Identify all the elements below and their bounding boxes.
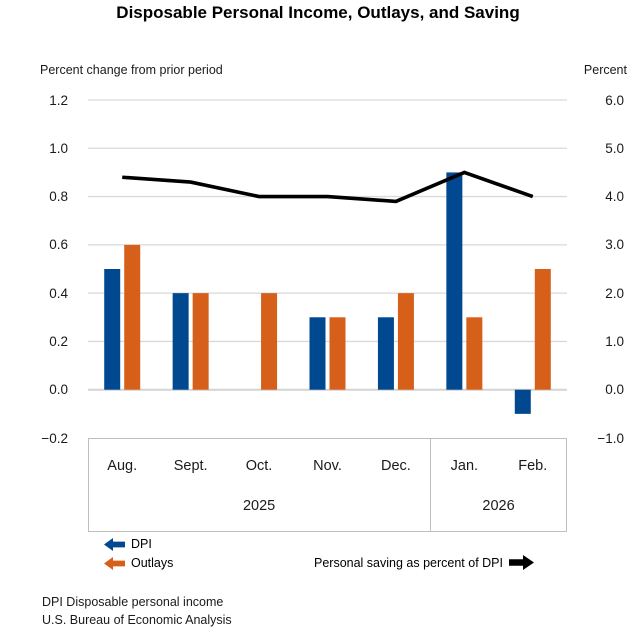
dpi-left-arrow-icon [104,537,125,551]
bar-dpi-jan [446,172,463,390]
legend-item-dpi: DPI [104,537,173,551]
legend-label-outlays: Outlays [131,556,174,570]
year-label-2026: 2026 [482,498,515,514]
right-axis-tick: 5.0 [605,140,624,156]
legend-item-outlays: Outlays [104,556,173,570]
saving-line [122,170,534,204]
bar-dpi-sept [172,293,189,390]
right-axis-tick: 3.0 [605,237,624,253]
bar-dpi-dec [377,317,394,390]
x-axis-label-box [88,438,567,532]
left-axis-tick: 0.8 [49,189,68,205]
month-label-nov: Nov. [313,458,342,474]
outlays-left-arrow-icon [104,556,125,570]
left-axis-tick: 1.2 [49,92,68,108]
left-axis-tick: 1.0 [49,140,68,156]
left-axis-tick: 0.0 [49,382,68,398]
month-label-feb: Feb. [518,458,548,474]
bar-outlays-dec [397,293,414,390]
bar-outlays-sept [192,293,209,390]
line-legend: Personal saving as percent of DPI [314,555,534,570]
right-axis-tick: 4.0 [605,189,624,205]
footnotes: DPI Disposable personal income U.S. Bure… [42,593,232,629]
footnote-source: U.S. Bureau of Economic Analysis [42,613,232,628]
legend-label-dpi: DPI [131,537,152,551]
right-axis-tick: 2.0 [605,285,624,301]
bar-outlays-jan [466,317,483,390]
bar-dpi-feb [514,389,531,414]
left-axis-tick: −0.2 [41,430,68,446]
saving-right-arrow-icon [509,555,534,570]
month-label-aug: Aug. [107,458,138,474]
month-label-jan: Jan. [450,458,479,474]
right-axis-tick: 6.0 [605,92,624,108]
chart-title: Disposable Personal Income, Outlays, and… [116,3,520,22]
month-label-dec: Dec. [381,458,411,474]
right-axis-tick: 0.0 [605,382,624,398]
bar-outlays-aug [124,244,141,390]
bar-outlays-feb [534,269,551,390]
right-axis-caption: Percent [583,63,627,77]
right-axis-tick: −1.0 [597,430,624,446]
month-label-sept: Sept. [173,458,208,474]
bar-outlays-nov [329,317,346,390]
year-divider [430,438,432,532]
left-axis-caption: Percent change from prior period [40,63,223,77]
left-axis-tick: 0.4 [49,285,68,301]
bar-dpi-nov [309,317,326,390]
left-axis-tick: 0.6 [49,237,68,253]
year-label-2025: 2025 [242,498,276,514]
legend-label-saving-line: Personal saving as percent of DPI [314,555,503,570]
right-axis-tick: 1.0 [605,333,624,349]
left-axis-tick: 0.2 [49,333,68,349]
bar-legend: DPI Outlays [104,537,173,570]
bar-outlays-oct [261,293,278,390]
month-label-oct: Oct. [245,458,273,474]
bar-dpi-aug [104,269,121,390]
footnote-dpi-definition: DPI Disposable personal income [42,595,224,609]
